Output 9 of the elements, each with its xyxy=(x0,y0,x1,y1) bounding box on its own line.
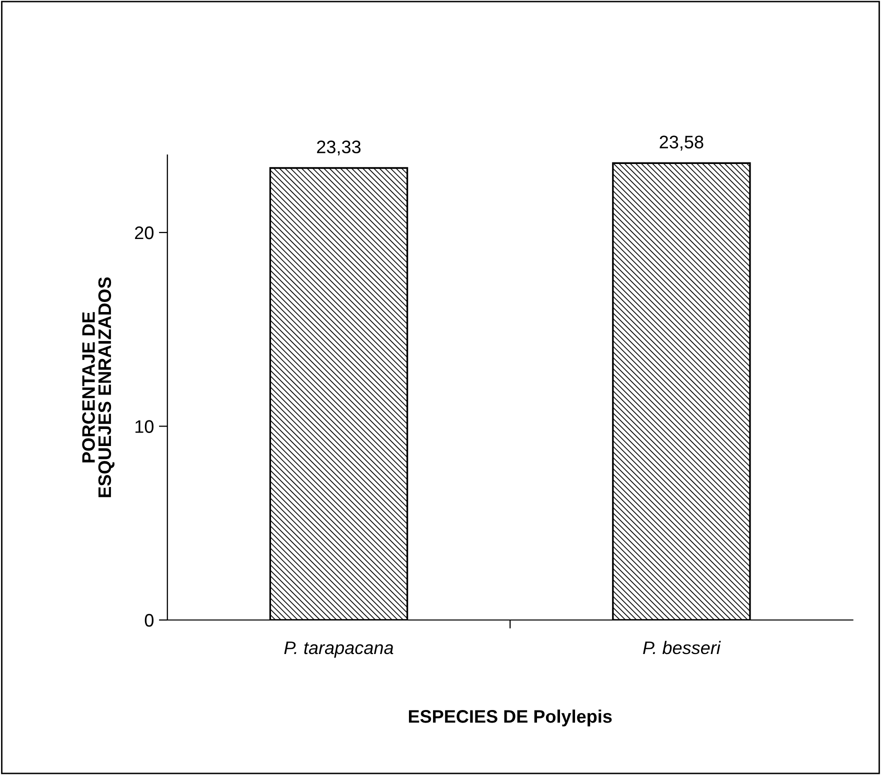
y-tick-label: 0 xyxy=(144,614,154,627)
y-tick-label: 10 xyxy=(135,420,154,433)
x-axis-title: ESPECIES DE Polylepis xyxy=(408,710,612,726)
y-tick-label: 20 xyxy=(135,226,154,240)
x-tick-label: P. tarapacana xyxy=(284,642,394,658)
data-label: 23,58 xyxy=(660,136,704,151)
x-tick-label: P. besseri xyxy=(643,640,721,654)
data-label: 23,33 xyxy=(317,140,361,156)
y-axis-title: PORCENTAJE DE ESQUEJES ENRAIZADOS xyxy=(82,277,114,498)
